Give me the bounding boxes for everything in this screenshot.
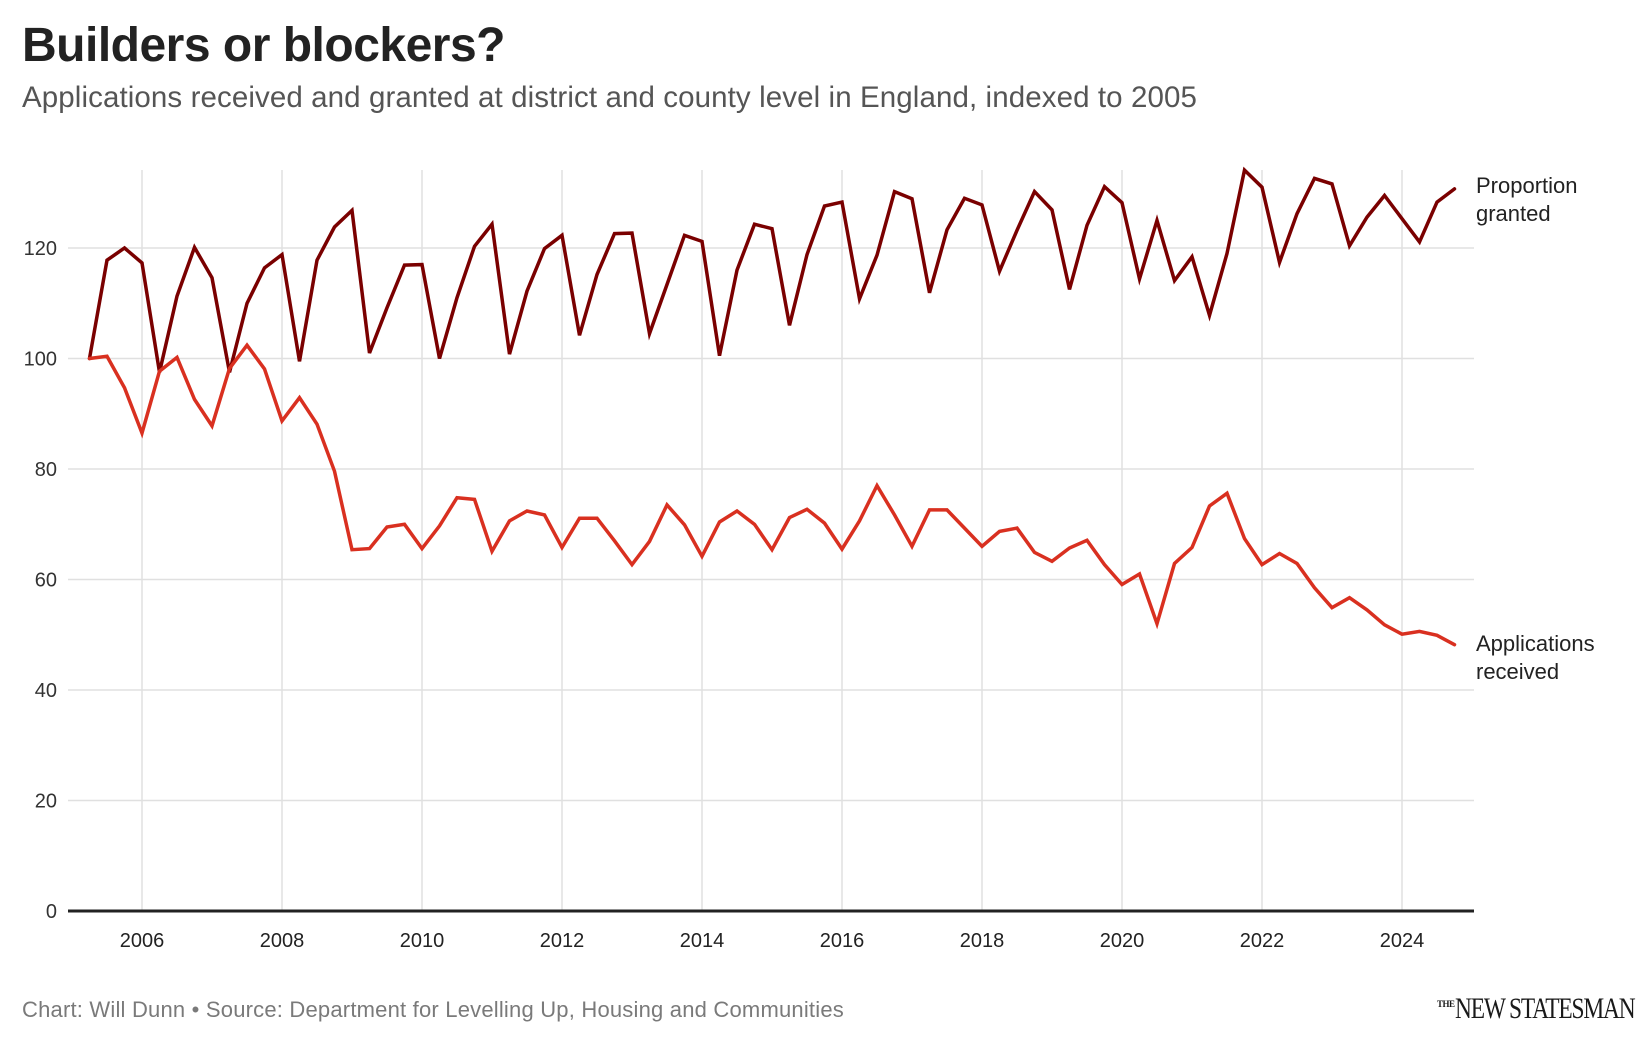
y-tick-label: 20	[35, 791, 57, 813]
chart-title: Builders or blockers?	[22, 19, 505, 72]
y-gridlines	[68, 247, 1474, 802]
series-label-applications-received: received	[1476, 659, 1559, 684]
x-tick-label: 2022	[1240, 930, 1285, 952]
x-tick-label: 2016	[820, 930, 865, 952]
x-tick-label: 2018	[960, 930, 1005, 952]
series-label-proportion-granted: Proportion	[1476, 173, 1578, 198]
series-label-proportion-granted: granted	[1476, 201, 1551, 226]
series-line-applications-received	[87, 342, 1457, 647]
publisher-logo: THENEW STATESMAN	[1437, 992, 1640, 1026]
logo-wordmark: NEW STATESMAN	[1454, 992, 1636, 1025]
series-label-applications-received: Applications	[1476, 631, 1595, 656]
y-tick-label: 60	[35, 570, 57, 592]
x-tick-label: 2014	[680, 930, 725, 952]
y-tick-label: 120	[24, 238, 57, 260]
x-tick-label: 2024	[1380, 930, 1425, 952]
y-tick-label: 80	[35, 459, 57, 481]
y-tick-label: 100	[24, 349, 57, 371]
series-lines	[87, 166, 1457, 647]
x-tick-label: 2012	[540, 930, 585, 952]
y-tick-label: 0	[46, 901, 57, 923]
y-axis-ticks: 0 20 40 60 80 100 120	[24, 238, 57, 923]
chart-subtitle: Applications received and granted at dis…	[22, 81, 1198, 114]
y-tick-label: 40	[35, 680, 57, 702]
x-axis-ticks: 2006 2008 2010 2012 2014 2016 2018 2020 2022 2024	[120, 930, 1425, 952]
x-tick-label: 2010	[400, 930, 445, 952]
logo-prefix: THE	[1437, 999, 1455, 1009]
x-tick-label: 2020	[1100, 930, 1145, 952]
x-gridlines	[141, 170, 1403, 911]
series-labels: Proportion granted Applications received	[1476, 173, 1595, 684]
series-line-proportion-granted	[87, 166, 1457, 373]
x-tick-label: 2008	[260, 930, 305, 952]
source-credit: Chart: Will Dunn • Source: Department fo…	[22, 997, 844, 1022]
x-tick-label: 2006	[120, 930, 165, 952]
